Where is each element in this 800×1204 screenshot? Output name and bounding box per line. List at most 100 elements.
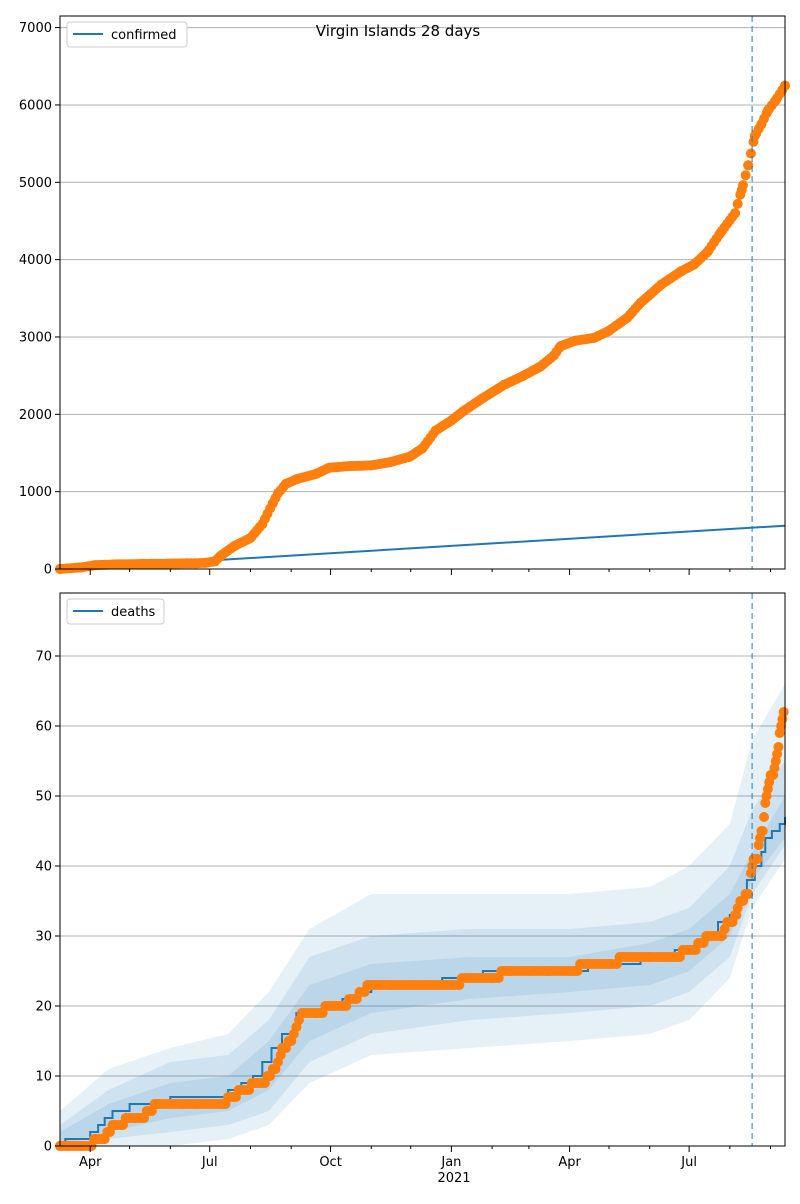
observed-point xyxy=(190,558,201,569)
observed-point xyxy=(523,966,534,976)
observed-point xyxy=(715,227,726,238)
observed-point xyxy=(366,980,377,990)
observed-point xyxy=(756,119,767,130)
observed-point xyxy=(689,945,700,955)
x-tick-label: Jan xyxy=(440,1155,461,1170)
legend-label-deaths: deaths xyxy=(111,605,156,620)
observed-point xyxy=(731,910,742,920)
observed-point xyxy=(257,519,268,530)
observed-point xyxy=(752,854,763,864)
y-tick-label: 7000 xyxy=(19,21,52,36)
observed-point xyxy=(384,980,395,990)
observed-point xyxy=(242,1085,253,1095)
y-tick-label: 30 xyxy=(35,930,52,945)
observed-point xyxy=(622,952,633,962)
observed-point xyxy=(669,952,680,962)
observed-point xyxy=(749,130,760,141)
deaths-legend: deaths xyxy=(66,598,165,625)
observed-point xyxy=(689,259,700,270)
observed-point xyxy=(97,1134,107,1144)
observed-point xyxy=(589,332,600,343)
observed-point xyxy=(76,562,86,573)
observed-point xyxy=(743,889,754,899)
y-tick-label: 2000 xyxy=(19,408,52,423)
observed-point xyxy=(350,994,361,1004)
observed-point xyxy=(446,415,457,426)
observed-point xyxy=(291,474,302,485)
observed-point xyxy=(210,556,220,567)
observed-point xyxy=(216,1099,227,1109)
observed-point xyxy=(216,550,227,561)
y-tick-label: 3000 xyxy=(19,330,52,345)
deaths-y-axis: 0 10 20 30 40 50 60 70 xyxy=(35,650,60,1155)
observed-point xyxy=(229,1092,240,1102)
observed-point xyxy=(464,973,475,983)
observed-point xyxy=(656,279,667,290)
observed-point xyxy=(622,312,633,323)
observed-point xyxy=(745,148,756,159)
observed-point xyxy=(505,966,516,976)
deaths-axes-frame xyxy=(59,592,786,1147)
observed-point xyxy=(569,335,580,346)
observed-point xyxy=(90,560,101,571)
chart-title: Virgin Islands 28 days xyxy=(316,22,481,40)
observed-point xyxy=(404,451,415,462)
observed-point xyxy=(583,959,593,969)
y-tick-label: 20 xyxy=(35,1000,52,1015)
observed-point xyxy=(136,1113,147,1123)
observed-point xyxy=(702,246,713,257)
observed-point xyxy=(384,457,395,468)
deaths-uncertainty-bands xyxy=(60,684,785,1146)
observed-point xyxy=(498,379,509,390)
observed-point xyxy=(644,952,655,962)
confirmed-panel: 0 1000 2000 3000 4000 5000 6000 7000 Virgin Isl… xyxy=(19,15,790,578)
deaths-band-inner xyxy=(60,796,785,1146)
observed-point xyxy=(446,980,457,990)
observed-point xyxy=(757,826,768,836)
observed-point xyxy=(762,105,773,116)
confirmed-legend: confirmed xyxy=(66,21,188,48)
x-tick-label: Jul xyxy=(680,1155,697,1170)
legend-box xyxy=(66,598,165,625)
observed-point xyxy=(778,707,789,717)
x-tick-label: Apr xyxy=(79,1155,102,1170)
observed-point xyxy=(770,95,781,106)
y-tick-label: 4000 xyxy=(19,253,52,268)
deaths-band-mid xyxy=(60,761,785,1146)
x-tick-label: Jul xyxy=(201,1155,218,1170)
observed-point xyxy=(136,559,147,569)
observed-point xyxy=(245,533,256,544)
observed-point xyxy=(405,980,416,990)
observed-point xyxy=(564,966,575,976)
observed-point xyxy=(110,559,121,570)
observed-point xyxy=(736,185,747,195)
observed-point xyxy=(337,1001,348,1011)
observed-point xyxy=(430,425,441,436)
observed-point xyxy=(635,297,646,308)
observed-point xyxy=(291,1022,302,1032)
observed-point xyxy=(229,540,240,551)
observed-point xyxy=(257,1078,268,1088)
observed-point xyxy=(311,468,322,479)
observed-point xyxy=(200,557,211,568)
observed-point xyxy=(298,1008,308,1018)
x-tick-label: Oct xyxy=(319,1155,341,1170)
observed-point xyxy=(270,1064,281,1074)
observed-point xyxy=(424,980,435,990)
y-tick-label: 40 xyxy=(35,860,52,875)
observed-point xyxy=(535,361,546,372)
x-axis-year-label: 2021 xyxy=(437,1171,470,1186)
observed-point xyxy=(263,1071,274,1081)
legend-label-confirmed: confirmed xyxy=(111,28,177,43)
observed-point xyxy=(280,1043,291,1053)
observed-point xyxy=(743,160,754,171)
observed-point xyxy=(417,443,428,454)
observed-point xyxy=(273,488,283,499)
observed-point xyxy=(542,966,553,976)
observed-point xyxy=(165,1099,176,1109)
observed-point xyxy=(152,1099,163,1109)
observed-point xyxy=(776,721,787,731)
legend-box xyxy=(66,21,188,48)
